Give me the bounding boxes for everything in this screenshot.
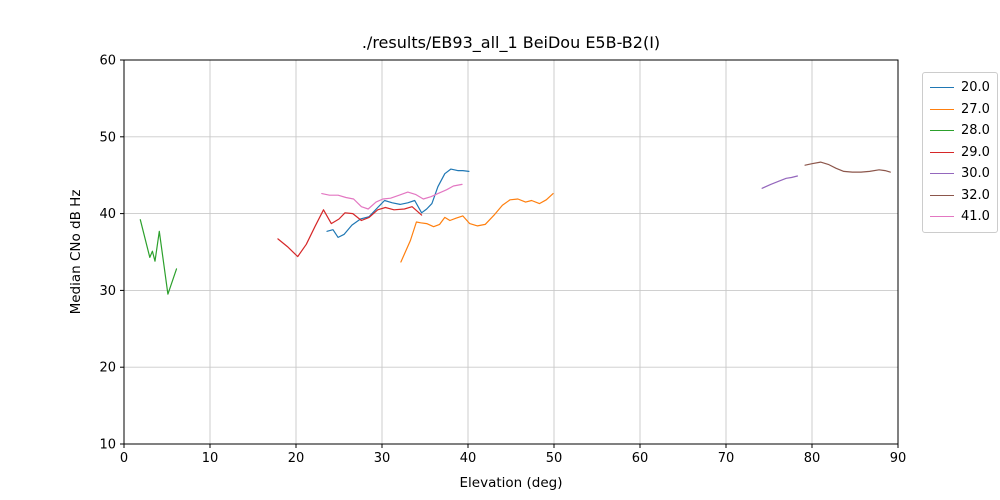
y-tick-label: 60 xyxy=(99,54,116,69)
legend-label: 41.0 xyxy=(961,209,990,225)
chart-title: ./results/EB93_all_1 BeiDou E5B-B2(I) xyxy=(362,33,660,53)
legend-line-sample xyxy=(930,173,954,175)
x-tick-label: 80 xyxy=(804,451,821,466)
y-tick-label: 30 xyxy=(99,284,116,299)
x-tick-label: 40 xyxy=(460,451,477,466)
legend-entry-20.0: 20.0 xyxy=(930,77,990,99)
legend-line-sample xyxy=(930,108,954,110)
legend-line-sample xyxy=(930,151,954,153)
plot-border xyxy=(123,59,899,445)
series-line-20.0 xyxy=(326,168,470,238)
y-tick-label: 20 xyxy=(99,361,116,376)
series-line-41.0 xyxy=(321,183,463,210)
legend-line-sample xyxy=(930,87,954,89)
y-tick-label: 10 xyxy=(99,438,116,453)
legend-label: 29.0 xyxy=(961,144,990,160)
series-line-29.0 xyxy=(277,206,423,258)
x-tick-label: 30 xyxy=(374,451,391,466)
x-tick-label: 90 xyxy=(890,451,907,466)
series-line-30.0 xyxy=(761,175,799,189)
legend-entry-27.0: 27.0 xyxy=(930,99,990,121)
legend-entry-29.0: 29.0 xyxy=(930,142,990,164)
legend-label: 20.0 xyxy=(961,80,990,96)
legend-entry-30.0: 30.0 xyxy=(930,163,990,185)
series-layer xyxy=(139,161,891,295)
legend: 20.0 27.0 28.0 29.0 30.0 32.0 41.0 xyxy=(922,72,998,233)
legend-entry-32.0: 32.0 xyxy=(930,185,990,207)
y-axis-label: Median CNo dB Hz xyxy=(68,190,84,315)
series-line-32.0 xyxy=(804,161,891,173)
legend-entry-28.0: 28.0 xyxy=(930,120,990,142)
x-tick-label: 10 xyxy=(202,451,219,466)
x-tick-label: 0 xyxy=(120,451,128,466)
x-axis-label: Elevation (deg) xyxy=(460,475,563,491)
y-tick-label: 40 xyxy=(99,207,116,222)
legend-entry-41.0: 41.0 xyxy=(930,206,990,228)
legend-label: 27.0 xyxy=(961,101,990,117)
series-line-27.0 xyxy=(400,193,554,263)
x-tick-label: 70 xyxy=(718,451,735,466)
series-line-28.0 xyxy=(139,219,178,295)
legend-line-sample xyxy=(930,216,954,218)
tick-layer: 0 10 20 30 40 50 60 70 80 90 10 20 30 40 50 60 xyxy=(99,54,906,467)
legend-line-sample xyxy=(930,130,954,132)
x-tick-label: 60 xyxy=(632,451,649,466)
legend-label: 28.0 xyxy=(961,123,990,139)
y-tick-label: 50 xyxy=(99,130,116,145)
legend-line-sample xyxy=(930,194,954,196)
x-tick-label: 20 xyxy=(288,451,305,466)
x-tick-label: 50 xyxy=(546,451,563,466)
grid-layer xyxy=(123,59,899,445)
legend-label: 32.0 xyxy=(961,187,990,203)
legend-label: 30.0 xyxy=(961,166,990,182)
